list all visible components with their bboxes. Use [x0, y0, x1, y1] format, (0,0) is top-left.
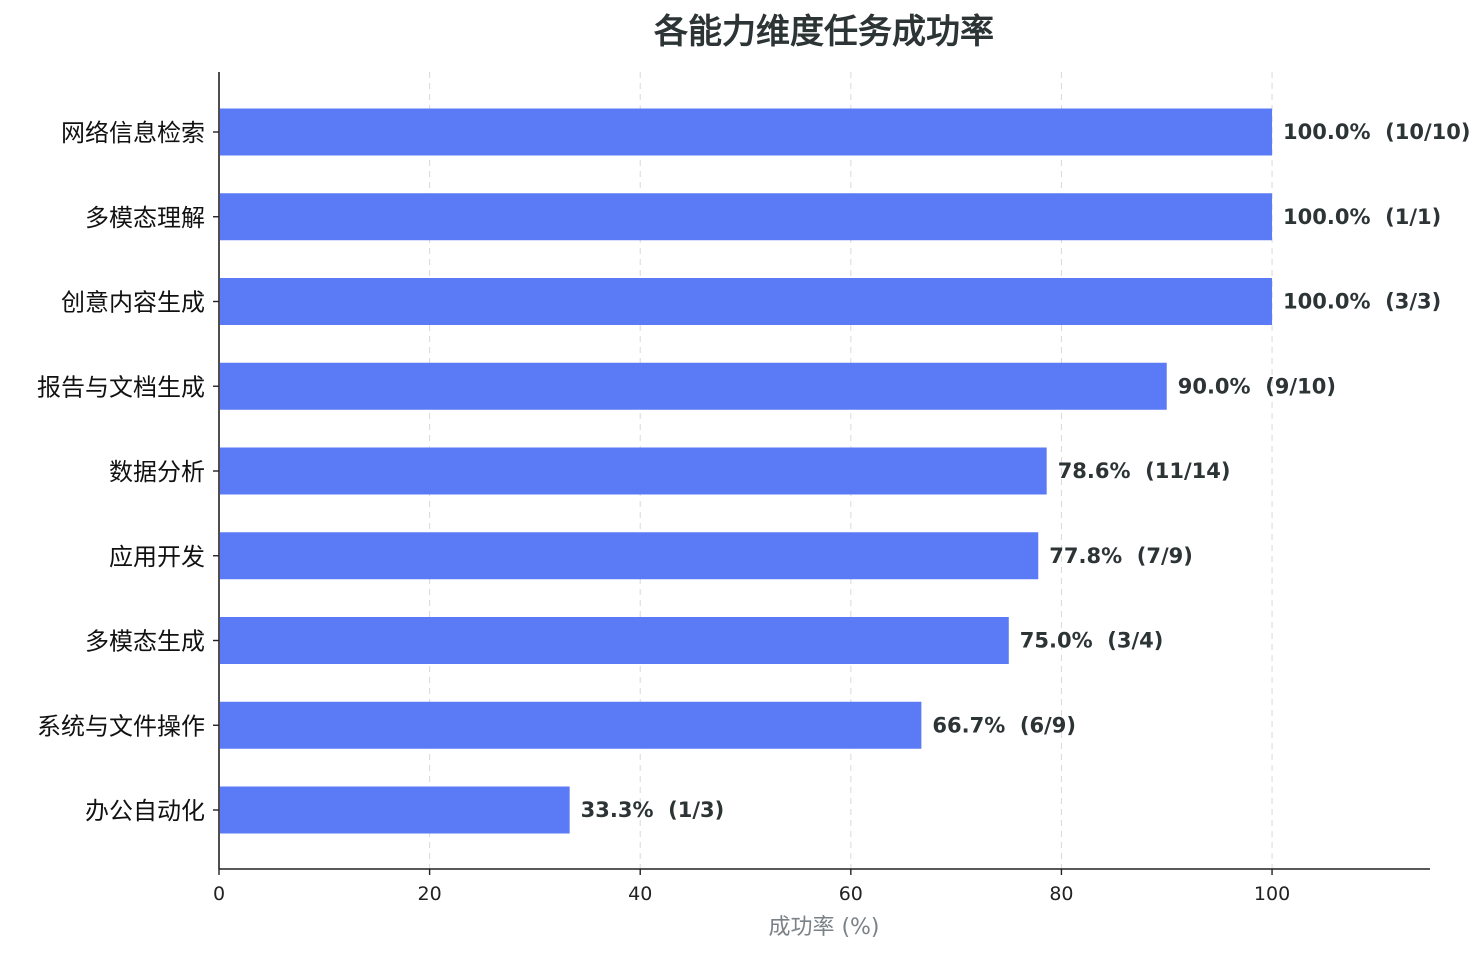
category-label: 网络信息检索	[61, 119, 205, 147]
category-label: 应用开发	[109, 543, 205, 571]
bar-value-label: 100.0% (1/1)	[1283, 205, 1441, 229]
x-tick-labels: 0 20 40 60 80 100	[213, 883, 1290, 905]
bar	[220, 786, 570, 834]
x-tick-label: 0	[213, 883, 225, 905]
bar	[220, 532, 1039, 580]
category-labels: 网络信息检索多模态理解创意内容生成报告与文档生成数据分析应用开发多模态生成系统与…	[37, 119, 219, 825]
x-tick-label: 80	[1049, 883, 1073, 905]
bar	[220, 193, 1273, 241]
bar	[220, 701, 922, 749]
x-tick-label: 60	[839, 883, 863, 905]
category-label: 多模态理解	[85, 204, 205, 232]
category-label: 多模态生成	[85, 628, 205, 656]
bar-value-label: 100.0% (10/10)	[1283, 120, 1470, 144]
bar	[220, 278, 1273, 325]
bar-value-label: 75.0% (3/4)	[1020, 629, 1164, 653]
x-tick-label: 40	[628, 883, 652, 905]
chart-title: 各能力维度任务成功率	[654, 12, 994, 52]
category-label: 系统与文件操作	[37, 712, 205, 740]
data-labels: 100.0% (10/10) 100.0% (1/1) 100.0% (3/3) 90…	[581, 120, 1471, 822]
category-label: 数据分析	[109, 458, 205, 486]
category-label: 办公自动化	[85, 797, 205, 825]
bar-value-label: 77.8% (7/9)	[1049, 544, 1193, 568]
x-tick-label: 100	[1254, 883, 1290, 905]
bar	[220, 447, 1047, 495]
bar-value-label: 100.0% (3/3)	[1283, 290, 1441, 314]
bar-value-label: 66.7% (6/9)	[932, 713, 1076, 737]
category-label: 创意内容生成	[61, 289, 205, 317]
x-tick-label: 20	[418, 883, 442, 905]
x-axis-title: 成功率 (%)	[768, 915, 879, 940]
bar-value-label: 78.6% (11/14)	[1058, 459, 1231, 483]
bar-value-label: 90.0% (9/10)	[1178, 374, 1336, 398]
bar	[220, 617, 1009, 664]
bar-value-label: 33.3% (1/3)	[581, 798, 725, 822]
bar	[220, 108, 1273, 156]
category-label: 报告与文档生成	[37, 373, 205, 401]
bars	[220, 108, 1273, 834]
bar	[220, 362, 1167, 410]
